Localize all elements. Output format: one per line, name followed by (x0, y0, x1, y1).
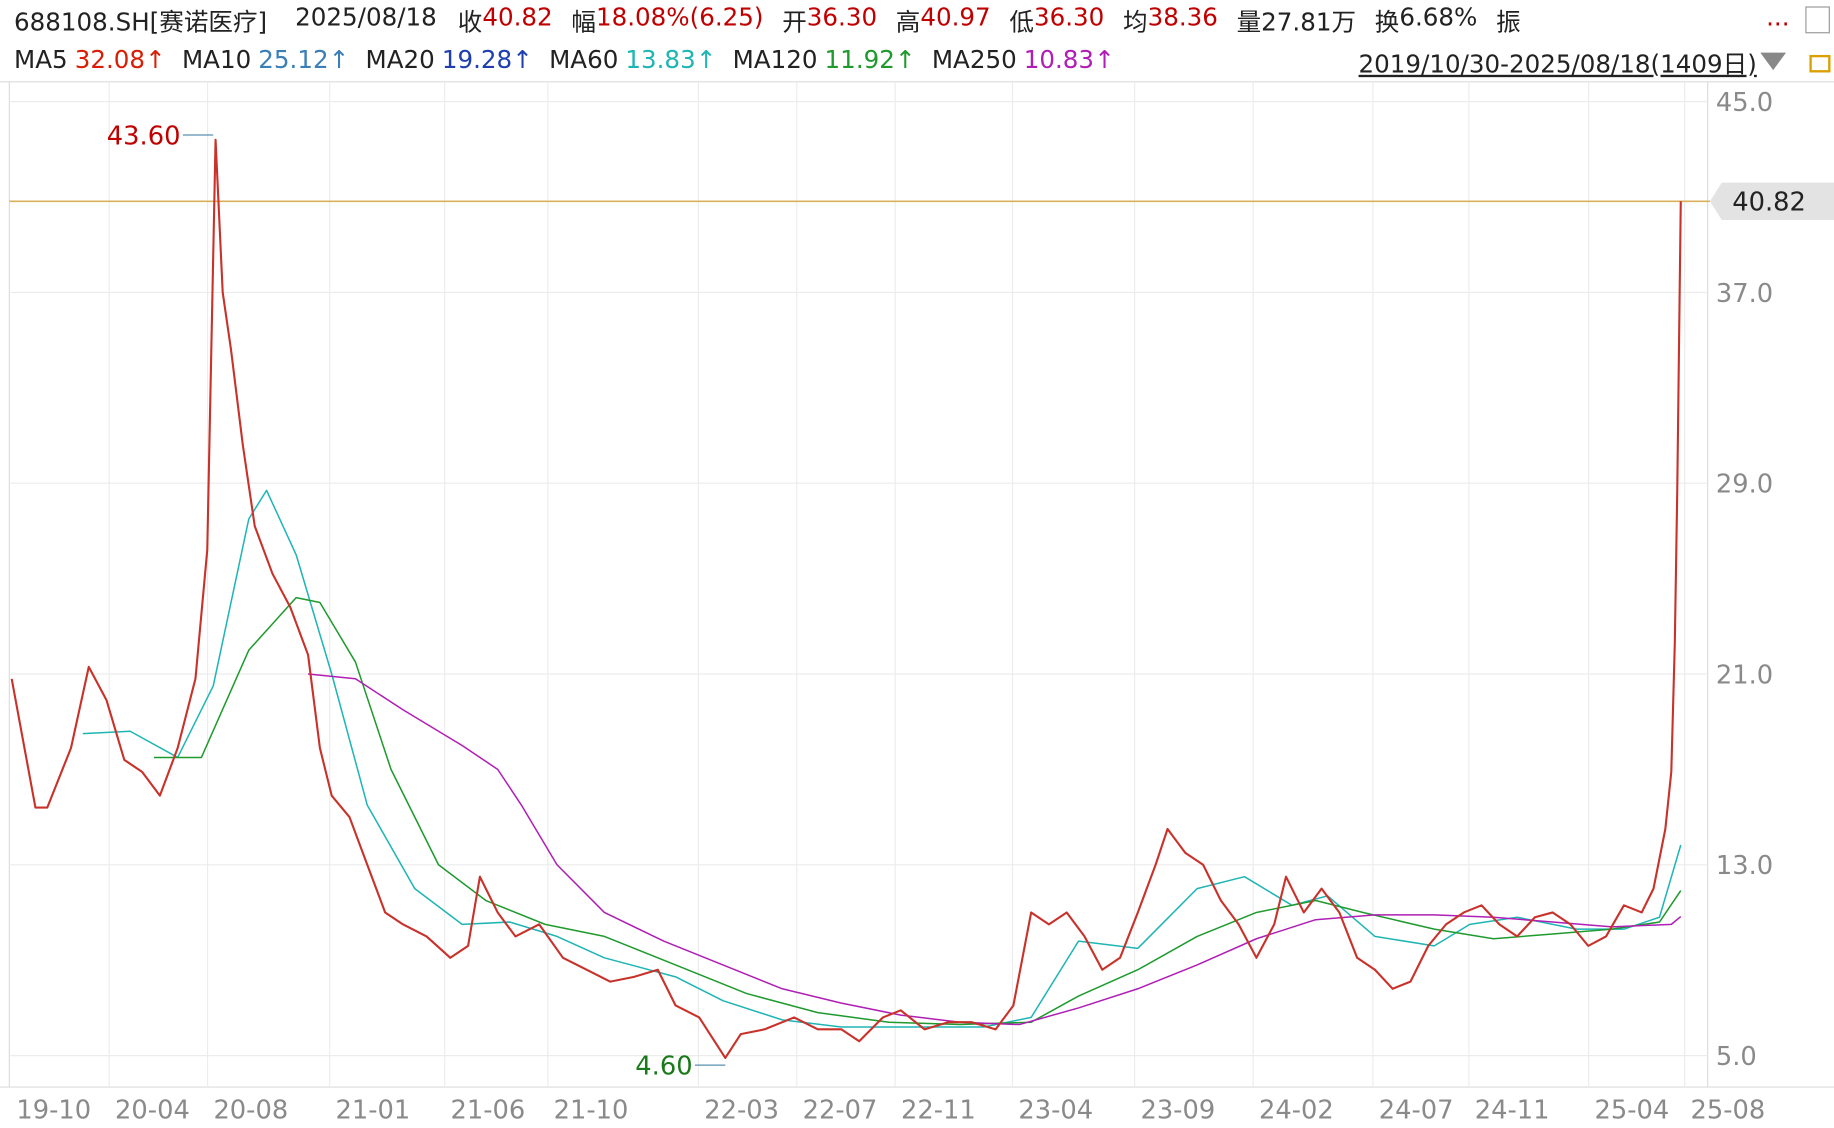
field-label: 量 (1236, 8, 1262, 37)
x-tick-label: 22-07 (803, 1096, 878, 1126)
field-label: 换 (1374, 8, 1400, 37)
field-value: 6.68% (1399, 3, 1478, 32)
y-tick-label: 37.0 (1716, 279, 1773, 309)
range-dropdown[interactable] (1760, 52, 1787, 71)
field-value: 36.30 (806, 3, 878, 32)
field-value: 18.08%(6.25) (595, 3, 764, 32)
more-button[interactable]: ... (1766, 3, 1790, 32)
x-tick-label: 24-07 (1379, 1096, 1454, 1126)
price-tag (1710, 182, 1834, 221)
quote-header: 688108.SH[赛诺医疗] 2025/08/18 收 40.82 幅 18.08%… (14, 4, 1525, 39)
x-tick-label: 25-04 (1594, 1096, 1669, 1126)
legend-name: MA10 (181, 45, 252, 74)
date-range[interactable]: 2019/10/30-2025/08/18(1409日) (1358, 50, 1757, 79)
x-tick-label: 21-10 (554, 1096, 629, 1126)
legend-value: 25.12↑ (258, 45, 350, 74)
field-value: 40.82 (482, 3, 553, 32)
field-label: 均 (1123, 8, 1148, 37)
symbol: 688108.SH[赛诺医疗] (14, 8, 268, 37)
field-label: 开 (782, 8, 807, 37)
ma-line (153, 596, 1682, 1026)
field-label: 收 (457, 8, 483, 37)
legend-name: MA5 (14, 45, 68, 74)
x-tick-label: 20-04 (115, 1096, 190, 1126)
legend-name: MA20 (365, 45, 435, 74)
x-tick-label: 21-01 (336, 1096, 411, 1126)
lock-icon[interactable] (1809, 54, 1831, 73)
y-tick-label: 45.0 (1716, 88, 1773, 118)
x-tick-label: 22-11 (901, 1096, 976, 1126)
field-label: 幅 (571, 8, 596, 37)
legend-value: 10.83↑ (1023, 45, 1115, 74)
field-value: 36.30 (1033, 3, 1105, 32)
wp-icon[interactable] (1805, 6, 1830, 34)
field-value: 38.36 (1147, 3, 1218, 32)
ma-line (82, 489, 1682, 1028)
x-tick-label: 25-08 (1690, 1096, 1765, 1126)
x-tick-label: 24-02 (1259, 1096, 1334, 1126)
legend-name: MA250 (931, 45, 1017, 74)
field-label: 高 (895, 8, 921, 37)
x-tick-label: 21-06 (451, 1096, 526, 1126)
ma-legend: MA5 32.08↑ MA10 25.12↑ MA20 19.28↑ MA60 13.83↑ M… (14, 46, 1131, 74)
y-tick-label: 13.0 (1716, 851, 1773, 881)
y-tick-label: 5.0 (1716, 1042, 1757, 1072)
price-tag-label: 40.82 (1732, 188, 1806, 218)
price-line (10, 138, 1682, 1060)
field-label: 低 (1009, 8, 1034, 37)
legend-name: MA60 (549, 45, 619, 74)
legend-value: 19.28↑ (441, 45, 533, 74)
legend-value: 32.08↑ (74, 45, 166, 74)
legend-name: MA120 (732, 45, 818, 74)
x-tick-label: 19-10 (16, 1096, 91, 1126)
x-tick-label: 24-11 (1475, 1096, 1550, 1126)
annotation-label: 43.60 (107, 121, 181, 151)
date: 2025/08/18 (295, 3, 437, 32)
x-tick-label: 22-03 (704, 1096, 779, 1126)
field-value: 27.81万 (1261, 8, 1357, 37)
ma-line (308, 673, 1682, 1026)
x-tick-label: 20-08 (213, 1096, 288, 1126)
field-label: 振 (1496, 8, 1521, 37)
y-tick-label: 29.0 (1716, 470, 1773, 500)
y-tick-label: 21.0 (1716, 660, 1773, 690)
field-value: 40.97 (920, 3, 991, 32)
legend-value: 11.92↑ (824, 45, 916, 74)
annotation-label: 4.60 (635, 1052, 692, 1082)
x-tick-label: 23-09 (1140, 1096, 1215, 1126)
legend-value: 13.83↑ (625, 45, 717, 74)
x-tick-label: 23-04 (1018, 1096, 1093, 1126)
